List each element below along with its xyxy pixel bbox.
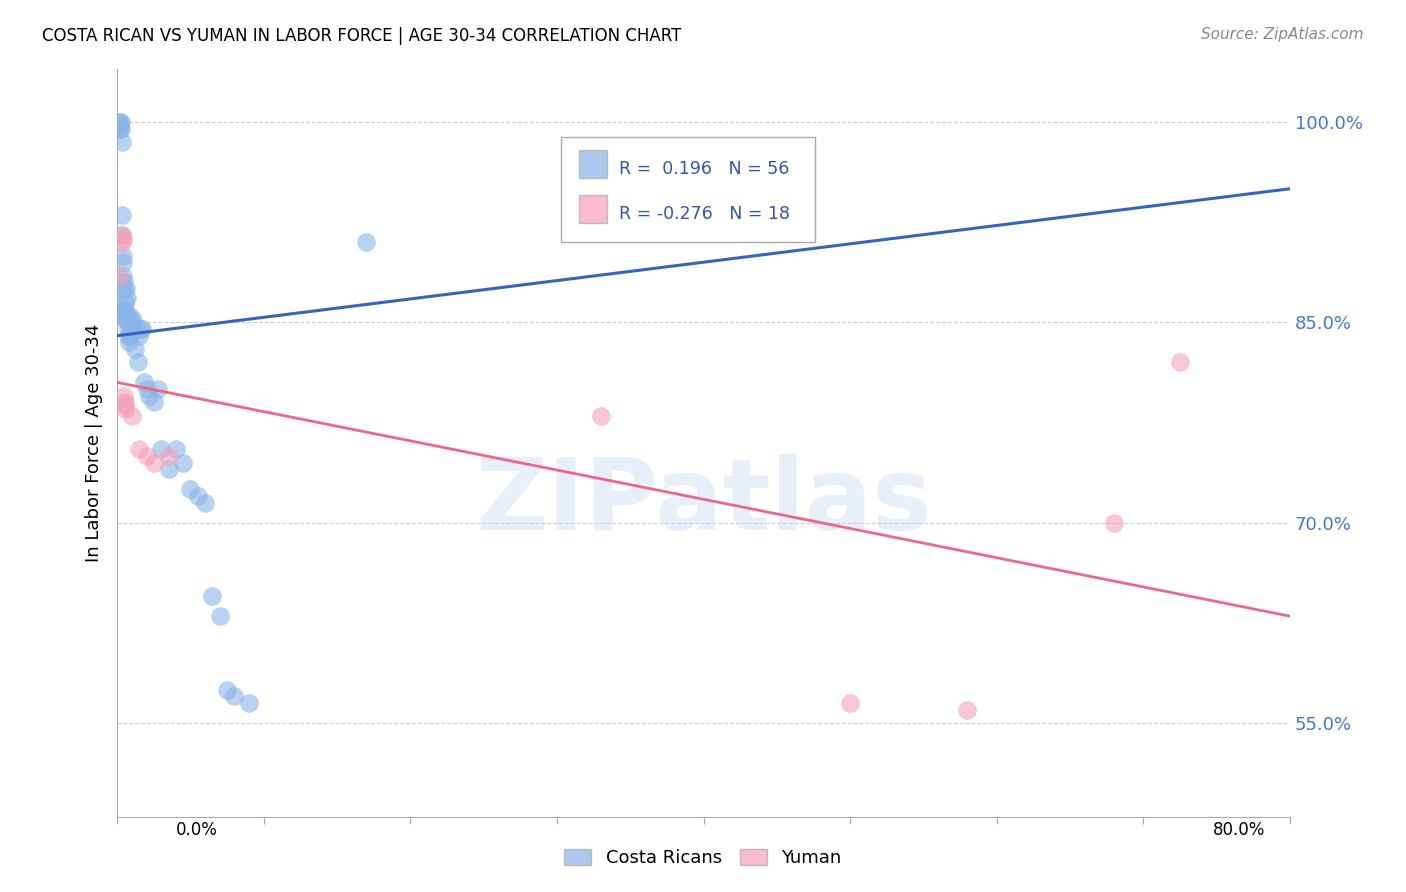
Text: ZIPatlas: ZIPatlas [475, 454, 932, 551]
Point [114, 295, 136, 310]
Point [217, 682, 239, 697]
Point [112, 282, 135, 296]
Point [112, 389, 135, 403]
Point [114, 301, 136, 316]
Point [110, 115, 132, 129]
Point [179, 483, 201, 497]
Point [117, 322, 139, 336]
Point [108, 118, 131, 132]
Point [208, 609, 231, 624]
Text: 0.0%: 0.0% [176, 821, 218, 838]
Point [956, 703, 979, 717]
Y-axis label: In Labor Force | Age 30-34: In Labor Force | Age 30-34 [86, 323, 103, 562]
Point [114, 309, 136, 323]
Point [117, 328, 139, 343]
Point [124, 342, 146, 356]
Point [132, 376, 155, 390]
Point [108, 115, 131, 129]
Point [108, 121, 131, 136]
Point [117, 315, 139, 329]
Point [112, 255, 135, 269]
Text: 80.0%: 80.0% [1213, 821, 1265, 838]
Point [839, 696, 862, 710]
Point [107, 301, 129, 316]
Point [111, 228, 134, 243]
Point [157, 462, 180, 476]
Point [187, 489, 209, 503]
Point [121, 409, 143, 423]
Point [589, 409, 612, 423]
Point [110, 118, 132, 132]
Point [148, 382, 170, 396]
Point [121, 315, 143, 329]
Point [201, 589, 224, 603]
Point [110, 135, 132, 149]
Point [157, 449, 180, 463]
Legend: Costa Ricans, Yuman: Costa Ricans, Yuman [557, 841, 849, 874]
Point [138, 389, 160, 403]
Point [111, 235, 134, 249]
Point [111, 209, 134, 223]
Point [1102, 516, 1125, 530]
Point [107, 309, 129, 323]
Text: Source: ZipAtlas.com: Source: ZipAtlas.com [1201, 27, 1364, 42]
Point [115, 282, 138, 296]
Point [107, 268, 129, 283]
Point [120, 309, 142, 323]
Point [125, 322, 148, 336]
Point [142, 395, 165, 409]
Point [135, 449, 157, 463]
Point [224, 690, 246, 704]
Text: R = -0.276   N = 18: R = -0.276 N = 18 [619, 205, 790, 223]
Point [165, 442, 187, 457]
Point [172, 456, 194, 470]
Point [115, 291, 138, 305]
Point [114, 402, 136, 417]
Point [112, 268, 135, 283]
Point [118, 335, 141, 350]
Point [128, 328, 150, 343]
Point [110, 228, 132, 243]
Point [120, 315, 142, 329]
Point [114, 398, 136, 412]
Point [128, 442, 150, 457]
Point [356, 235, 378, 249]
Point [112, 232, 135, 246]
Point [131, 322, 153, 336]
Point [110, 121, 132, 136]
Point [112, 275, 135, 289]
Point [129, 322, 152, 336]
Point [111, 248, 134, 262]
Text: R =  0.196   N = 56: R = 0.196 N = 56 [619, 160, 789, 178]
Point [135, 382, 157, 396]
Text: COSTA RICAN VS YUMAN IN LABOR FORCE | AGE 30-34 CORRELATION CHART: COSTA RICAN VS YUMAN IN LABOR FORCE | AG… [42, 27, 682, 45]
Point [114, 304, 136, 318]
Point [115, 312, 138, 326]
Point [238, 696, 260, 710]
Point [1168, 355, 1191, 369]
Point [127, 355, 149, 369]
Point [142, 456, 165, 470]
Point [114, 395, 136, 409]
Point [118, 328, 141, 343]
Point [194, 495, 217, 509]
Point [122, 312, 145, 326]
Point [150, 442, 173, 457]
